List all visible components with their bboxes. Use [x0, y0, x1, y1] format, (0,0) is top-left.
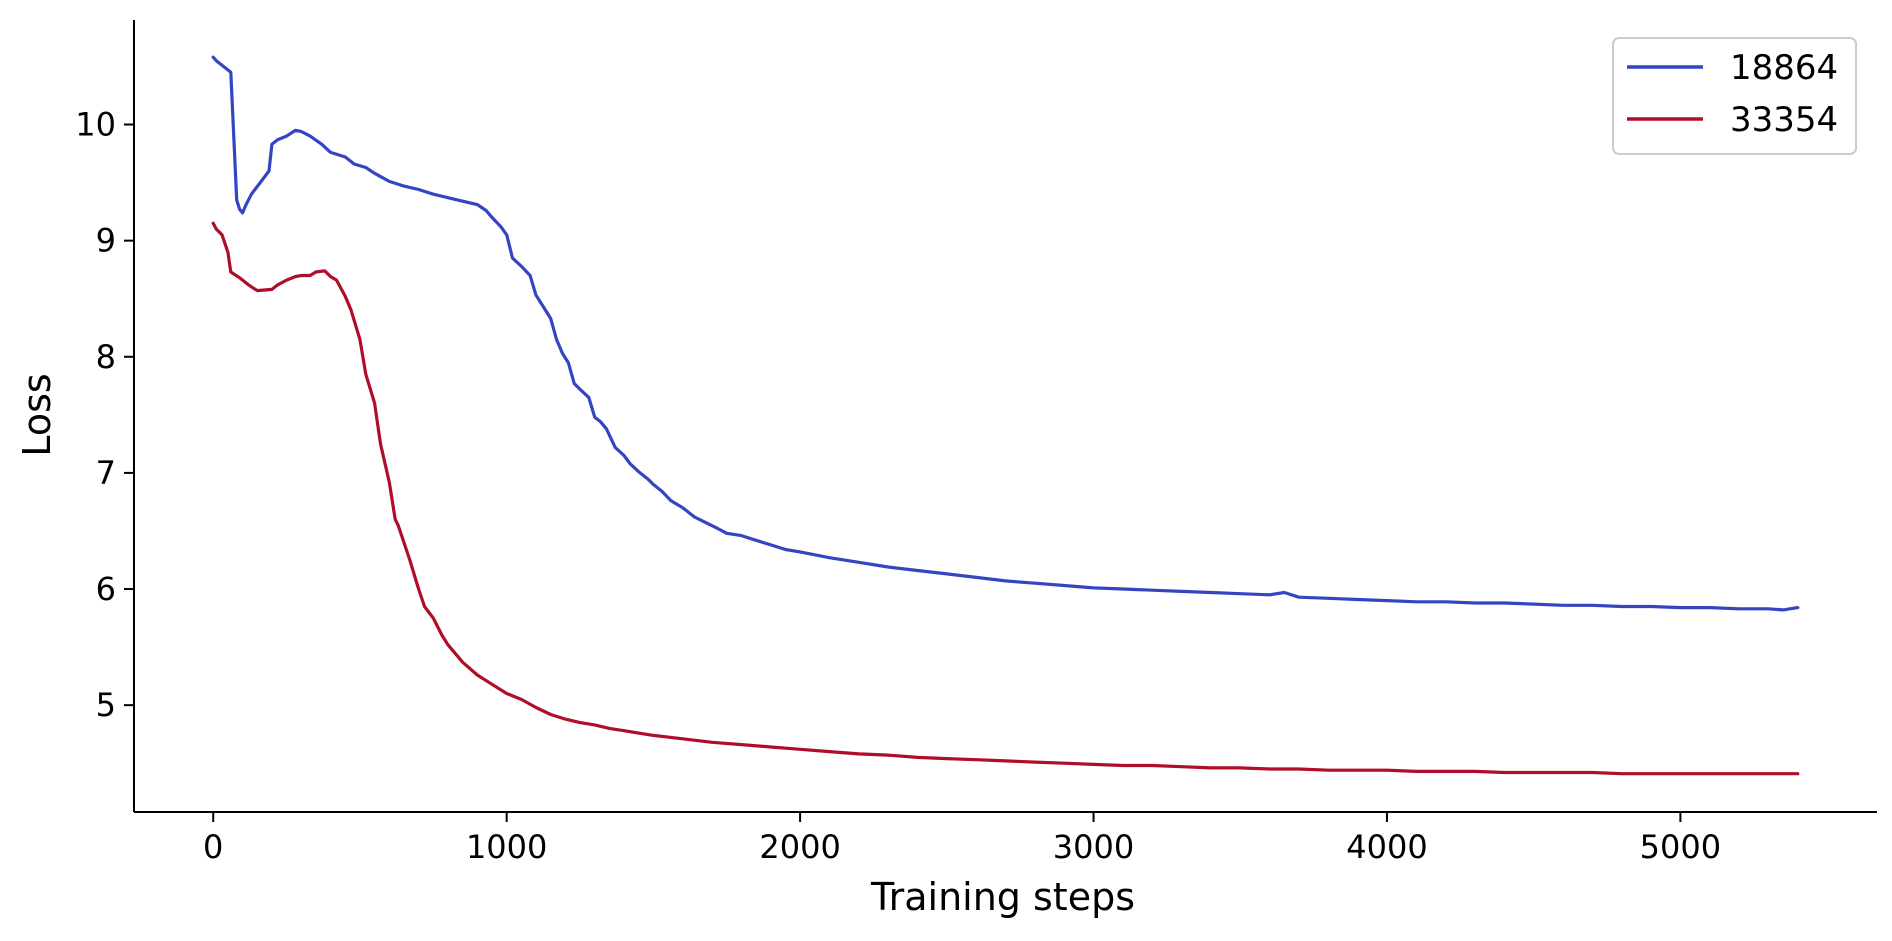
series-line-33354 [211, 221, 1800, 776]
series-layer [211, 55, 1800, 776]
ticks-layer: 0 1000 2000 3000 4000 5000 5 6 7 8 9 10 [75, 106, 1721, 866]
y-tick-label: 8 [96, 338, 116, 376]
x-tick-label: 1000 [466, 828, 547, 866]
x-tick-label: 3000 [1053, 828, 1134, 866]
y-tick-label: 7 [96, 454, 116, 492]
y-tick-label: 10 [75, 106, 116, 144]
y-tick-label: 5 [96, 686, 116, 724]
y-tick-label: 9 [96, 222, 116, 260]
legend-label-33354: 33354 [1730, 100, 1838, 140]
x-tick-label: 2000 [759, 828, 840, 866]
x-tick-label: 5000 [1640, 828, 1721, 866]
series-line-18864 [211, 55, 1800, 612]
x-axis-title: Training steps [870, 875, 1135, 919]
legend-label-18864: 18864 [1730, 48, 1838, 88]
y-axis-title: Loss [15, 373, 59, 456]
legend: 18864 33354 [1612, 37, 1857, 155]
y-tick-label: 6 [96, 570, 116, 608]
x-tick-label: 4000 [1346, 828, 1427, 866]
x-tick-label: 0 [203, 828, 223, 866]
